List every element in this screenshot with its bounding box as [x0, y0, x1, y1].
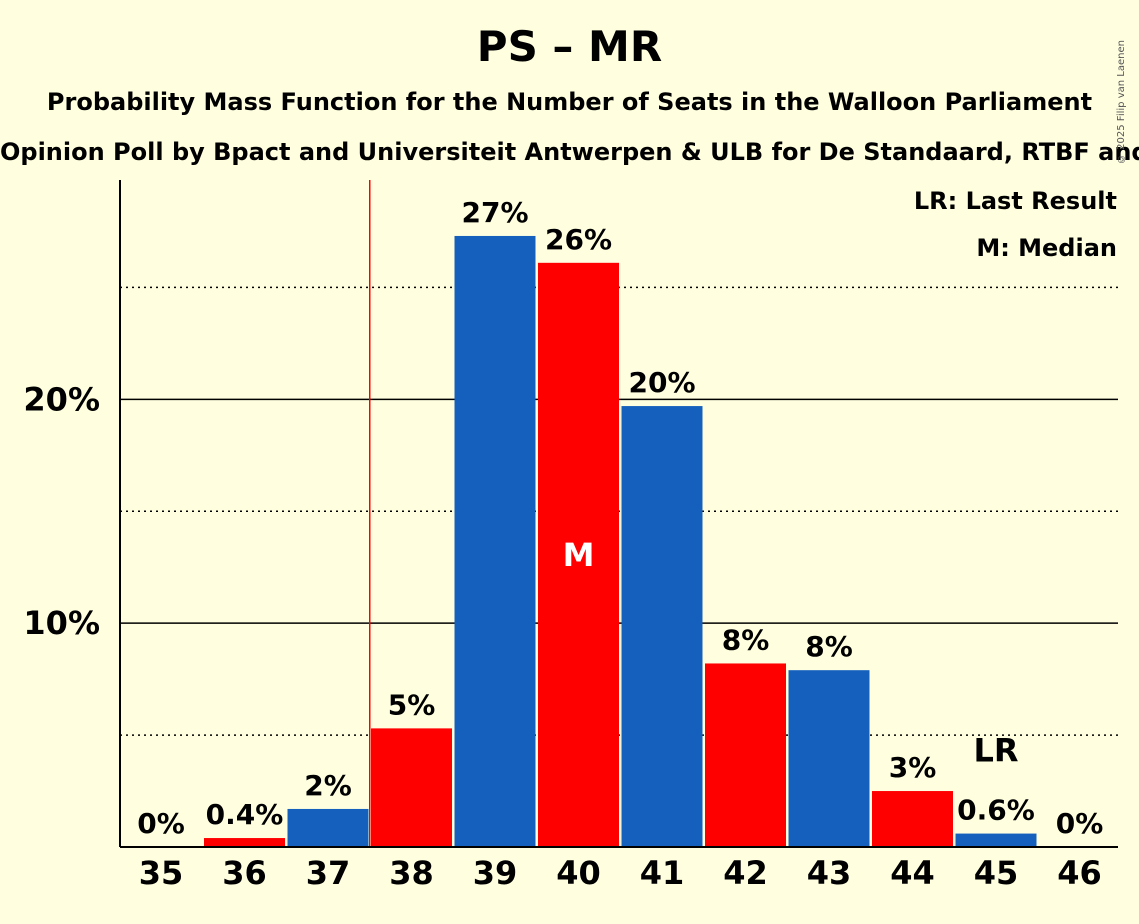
y-tick-label: 10%	[23, 604, 100, 642]
legend-entry: LR: Last Result	[914, 187, 1117, 215]
bar-data-label: 3%	[889, 751, 937, 784]
labels: 10% 20% 0% 35 0.4% 36 2% 37 5% 38 27% 39 26% 40 20% 41 8…	[23, 196, 1103, 892]
x-tick-label: 45	[974, 854, 1019, 892]
x-tick-label: 41	[640, 854, 685, 892]
chart-title: PS – MR	[476, 22, 663, 71]
x-tick-label: 35	[139, 854, 184, 892]
bar-data-label: 0%	[1056, 807, 1104, 840]
legend-entry: M: Median	[976, 234, 1117, 262]
bar	[705, 663, 786, 847]
bar-data-label: 8%	[805, 630, 853, 663]
bar	[621, 406, 703, 847]
bar-data-label: 26%	[545, 223, 612, 256]
legend: LR: Last Result M: Median	[914, 187, 1117, 262]
chart-subtitle: Probability Mass Function for the Number…	[46, 88, 1093, 116]
chart-source: Opinion Poll by Bpact and Universiteit A…	[0, 138, 1139, 166]
bar-data-label: 27%	[461, 196, 528, 229]
bar-data-label: 2%	[304, 769, 352, 802]
bar	[454, 235, 536, 848]
last-result-marker: LR	[973, 732, 1018, 770]
x-tick-label: 42	[723, 854, 768, 892]
bar	[788, 670, 870, 847]
bar-data-label: 0%	[137, 807, 185, 840]
bar	[371, 728, 452, 847]
bar-data-label: 0.6%	[957, 794, 1035, 827]
x-tick-label: 40	[556, 854, 601, 892]
bar-data-label: 0.4%	[206, 798, 284, 831]
x-tick-label: 38	[389, 854, 434, 892]
bars	[204, 235, 1037, 848]
bar-data-label: 5%	[388, 688, 436, 721]
bar	[204, 838, 285, 847]
median-marker: M	[563, 536, 595, 574]
bar-data-label: 8%	[722, 623, 770, 656]
bar	[872, 791, 953, 847]
y-tick-label: 20%	[23, 380, 100, 418]
x-tick-label: 44	[890, 854, 935, 892]
bar	[287, 808, 369, 847]
x-tick-label: 46	[1057, 854, 1102, 892]
x-tick-label: 37	[306, 854, 351, 892]
x-tick-label: 36	[222, 854, 267, 892]
bar-data-label: 20%	[628, 366, 695, 399]
x-tick-label: 43	[807, 854, 852, 892]
bar	[538, 262, 619, 847]
x-tick-label: 39	[473, 854, 518, 892]
bar	[955, 833, 1037, 847]
axes	[119, 180, 1118, 848]
